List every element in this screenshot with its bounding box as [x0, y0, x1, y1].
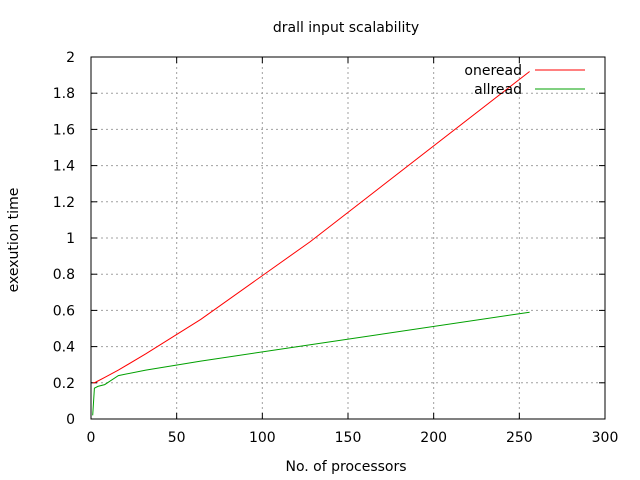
legend-label-allread: allread — [474, 82, 522, 98]
grid — [91, 57, 605, 419]
y-tick-label: 0.6 — [53, 303, 75, 319]
y-tick-label: 1.6 — [53, 122, 75, 138]
legend-label-oneread: oneread — [464, 63, 522, 79]
x-tick-label: 50 — [168, 430, 186, 446]
x-tick-label: 0 — [87, 430, 96, 446]
y-tick-label: 2 — [66, 50, 75, 66]
y-tick-label: 1.2 — [53, 195, 75, 211]
series-layer — [92, 71, 530, 416]
legend: oneread allread — [464, 63, 585, 98]
x-tick-label: 150 — [335, 430, 362, 446]
y-tick-label: 0.8 — [53, 267, 75, 283]
x-axis-label: No. of processors — [285, 459, 406, 475]
series-line-oneread — [92, 71, 530, 384]
chart-title: drall input scalability — [273, 20, 419, 36]
y-tick-label: 0.4 — [53, 340, 75, 356]
y-tick-label: 1.4 — [53, 159, 75, 175]
x-tick-label: 250 — [506, 430, 533, 446]
y-tick-label: 1.8 — [53, 86, 75, 102]
y-axis-label: exexution time — [6, 188, 22, 293]
y-tick-label: 0 — [66, 412, 75, 428]
axis-ticks: 0 50 100 150 200 250 300 0 0.2 0.4 0.6 0.8 1 1.2 1.4 1.… — [53, 50, 619, 446]
y-tick-label: 1 — [66, 231, 75, 247]
y-tick-label: 0.2 — [53, 376, 75, 392]
series-line-allread — [92, 311, 530, 416]
x-tick-label: 300 — [592, 430, 619, 446]
x-tick-label: 200 — [420, 430, 447, 446]
x-tick-label: 100 — [249, 430, 276, 446]
